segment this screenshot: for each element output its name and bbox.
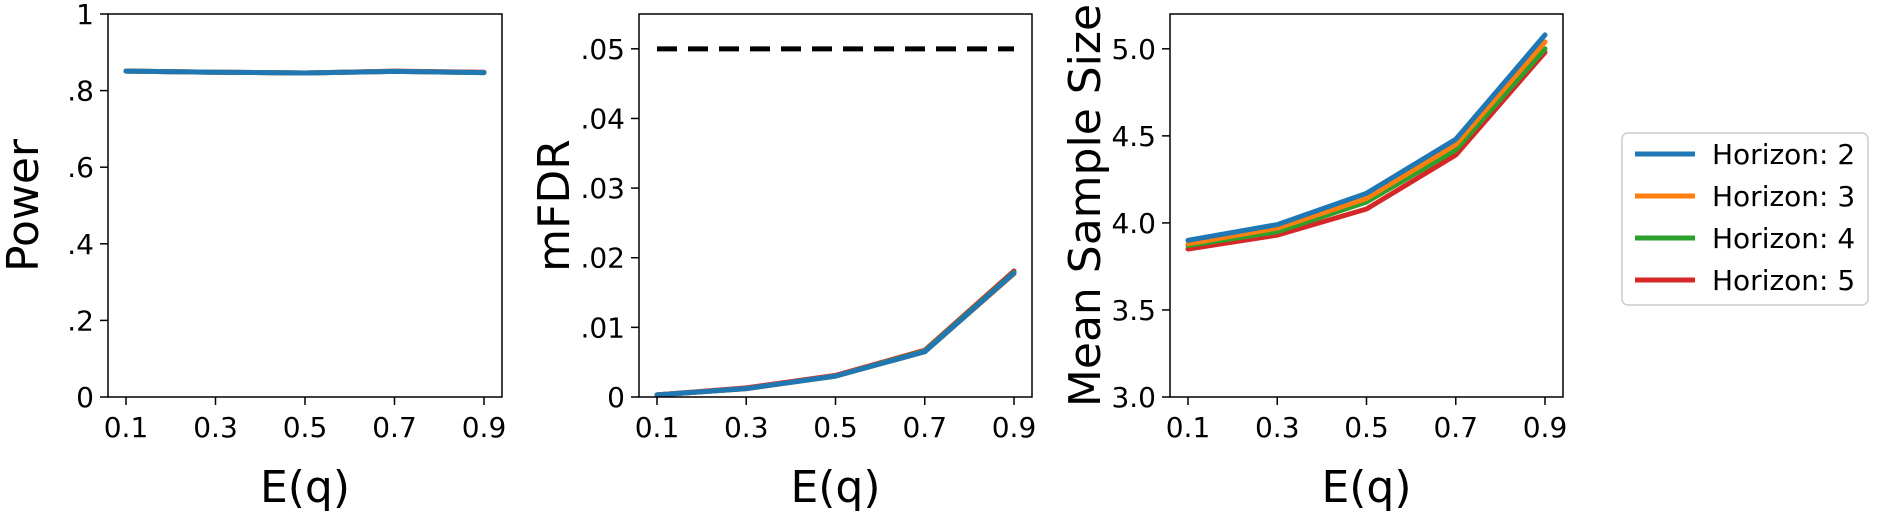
series-line: [123, 68, 487, 76]
plot-frame: [638, 13, 1033, 398]
y-axis-label: Power: [0, 138, 49, 272]
x-tick-label: 0.7: [902, 411, 947, 444]
panels: 0.1 0.3 0.5 0.7 0.9 0 .2 .4 .6 .8 1 E(q) Power 0.1 0.3…: [0, 0, 1567, 513]
legend-label: Horizon: 3: [1712, 180, 1855, 213]
series-group: [123, 68, 487, 76]
plot-frame: [107, 13, 503, 398]
x-axis-label: E(q): [260, 462, 350, 513]
x-tick-label: 0.7: [1433, 411, 1478, 444]
x-tick-label: 0.9: [992, 411, 1037, 444]
y-tick-label: .8: [67, 75, 94, 108]
y-tick-label: 5.0: [1111, 33, 1156, 66]
legend-label: Horizon: 4: [1712, 222, 1855, 255]
y-tick-label: .01: [580, 311, 625, 344]
x-tick-label: 0.1: [104, 411, 149, 444]
y-tick-label: 3.5: [1111, 294, 1156, 327]
y-tick-label: .04: [580, 102, 625, 135]
series-group: [654, 268, 1017, 397]
y-tick-label: 1: [76, 0, 94, 31]
x-tick-label: 0.9: [1523, 411, 1568, 444]
x-tick-label: 0.7: [372, 411, 417, 444]
y-tick-label: .05: [580, 33, 625, 66]
x-axis-label: E(q): [790, 462, 880, 513]
x-tick-label: 0.5: [813, 411, 858, 444]
y-tick-label: .03: [580, 172, 625, 205]
series-line: [1185, 49, 1548, 252]
series-line: [1185, 32, 1548, 243]
legend-entry: Horizon: 3: [1635, 180, 1855, 213]
x-tick-label: 0.3: [724, 411, 769, 444]
x-axis-label: E(q): [1321, 462, 1411, 513]
x-tick-label: 0.3: [1255, 411, 1300, 444]
legend-entry: Horizon: 2: [1635, 138, 1855, 171]
x-tick-label: 0.9: [462, 411, 507, 444]
series-line: [1185, 46, 1548, 248]
series-group: [1185, 32, 1548, 252]
y-tick-label: .6: [67, 151, 94, 184]
x-tick-label: 0.3: [193, 411, 238, 444]
chart-panel: 0.1 0.3 0.5 0.7 0.9 0 .01 .02 .03 .04 .05 E(q) mFDR: [529, 13, 1037, 513]
chart-panel: 0.1 0.3 0.5 0.7 0.9 3.0 3.5 4.0 4.5 5.0 E(q) Mean S…: [1060, 4, 1567, 513]
y-tick-label: 4.0: [1111, 207, 1156, 240]
y-tick-label: .2: [67, 304, 94, 337]
y-tick-label: 0: [76, 381, 94, 414]
plot-frame: [1169, 13, 1564, 398]
y-axis-label: mFDR: [529, 139, 580, 272]
x-tick-label: 0.5: [1344, 411, 1389, 444]
x-tick-label: 0.5: [283, 411, 328, 444]
y-tick-label: .02: [580, 242, 625, 275]
series-line: [654, 270, 1017, 397]
legend-entry: Horizon: 5: [1635, 264, 1855, 297]
y-tick-label: 4.5: [1111, 120, 1156, 153]
y-tick-label: 0: [607, 381, 625, 414]
legend: Horizon: 2 Horizon: 3 Horizon: 4 Horizon…: [1621, 132, 1869, 306]
y-tick-label: .4: [67, 228, 94, 261]
series-line: [1185, 39, 1548, 247]
legend-label: Horizon: 5: [1712, 264, 1855, 297]
y-axis-label: Mean Sample Size: [1060, 4, 1111, 407]
y-tick-label: 3.0: [1111, 381, 1156, 414]
chart-panel: 0.1 0.3 0.5 0.7 0.9 0 .2 .4 .6 .8 1 E(q) Power: [0, 0, 506, 513]
legend-entry: Horizon: 4: [1635, 222, 1855, 255]
x-tick-label: 0.1: [1166, 411, 1211, 444]
legend-label: Horizon: 2: [1712, 138, 1855, 171]
legend-frame: [1621, 132, 1869, 306]
x-tick-label: 0.1: [635, 411, 680, 444]
